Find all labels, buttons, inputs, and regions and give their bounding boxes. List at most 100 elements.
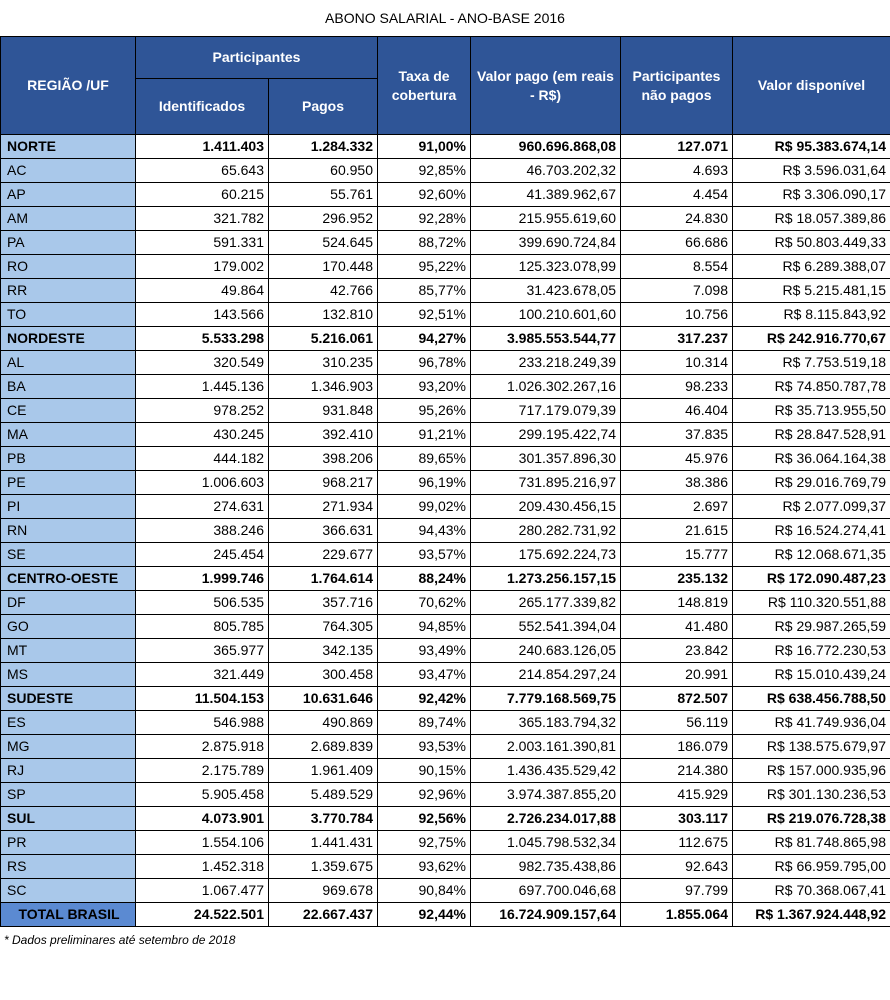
cell: 175.692.224,73 [470,542,621,567]
cell: 235.132 [620,566,733,591]
cell: 90,84% [377,878,471,903]
cell: 89,65% [377,446,471,471]
cell: 764.305 [268,614,378,639]
cell: R$ 16.772.230,53 [732,638,890,663]
cell: 49.864 [135,278,269,303]
cell: 968.217 [268,470,378,495]
cell: 5.489.529 [268,782,378,807]
table-row: SUDESTE 11.504.153 10.631.646 92,42% 7.779.1… [0,686,890,711]
cell: R$ 66.959.795,00 [732,854,890,879]
cell: 1.445.136 [135,374,269,399]
cell: 100.210.601,60 [470,302,621,327]
row-label: PE [0,470,136,495]
cell: 969.678 [268,878,378,903]
cell: R$ 95.383.674,14 [732,134,890,159]
row-label: AP [0,182,136,207]
table-row: AC 65.643 60.950 92,85% 46.703.202,32 4.693 R$… [0,158,890,183]
cell: R$ 157.000.935,96 [732,758,890,783]
cell: R$ 3.306.090,17 [732,182,890,207]
table-row: RO 179.002 170.448 95,22% 125.323.078,99 8.55… [0,254,890,279]
cell: 4.073.901 [135,806,269,831]
table-row: BA 1.445.136 1.346.903 93,20% 1.026.302.267,… [0,374,890,399]
table-row: RN 388.246 366.631 94,43% 280.282.731,92 21.6… [0,518,890,543]
row-label: PB [0,446,136,471]
header-cell: Pagos [268,78,378,135]
cell: R$ 28.847.528,91 [732,422,890,447]
cell: 271.934 [268,494,378,519]
table-row: RS 1.452.318 1.359.675 93,62% 982.735.438,86… [0,854,890,879]
cell: 697.700.046,68 [470,878,621,903]
cell: 92,75% [377,830,471,855]
cell: 23.842 [620,638,733,663]
table-row: PI 274.631 271.934 99,02% 209.430.456,15 2.69… [0,494,890,519]
table-row: CE 978.252 931.848 95,26% 717.179.079,39 46.4… [0,398,890,423]
cell: 90,15% [377,758,471,783]
table-body: NORTE 1.411.403 1.284.332 91,00% 960.696.868… [0,134,890,927]
header-cell: Participantes [135,36,378,79]
header-cell: Valor disponível [732,36,890,135]
cell: 7.098 [620,278,733,303]
cell: 240.683.126,05 [470,638,621,663]
cell: 317.237 [620,326,733,351]
table-row: AP 60.215 55.761 92,60% 41.389.962,67 4.454 R$… [0,182,890,207]
cell: 1.554.106 [135,830,269,855]
cell: 2.689.839 [268,734,378,759]
cell: 931.848 [268,398,378,423]
cell: 274.631 [135,494,269,519]
row-label: RJ [0,758,136,783]
cell: R$ 15.010.439,24 [732,662,890,687]
cell: 365.977 [135,638,269,663]
cell: 303.117 [620,806,733,831]
cell: 214.854.297,24 [470,662,621,687]
cell: 92.643 [620,854,733,879]
cell: R$ 2.077.099,37 [732,494,890,519]
cell: 94,27% [377,326,471,351]
cell: 92,56% [377,806,471,831]
cell: R$ 81.748.865,98 [732,830,890,855]
cell: 1.273.256.157,15 [470,566,621,591]
cell: 89,74% [377,710,471,735]
cell: 66.686 [620,230,733,255]
cell: 2.175.789 [135,758,269,783]
table-row: AM 321.782 296.952 92,28% 215.955.619,60 24.8… [0,206,890,231]
cell: 357.716 [268,590,378,615]
footnote: * Dados preliminares até setembro de 201… [4,933,236,947]
cell: R$ 138.575.679,97 [732,734,890,759]
cell: 415.929 [620,782,733,807]
row-label: SUDESTE [0,686,136,711]
cell: R$ 35.713.955,50 [732,398,890,423]
cell: R$ 5.215.481,15 [732,278,890,303]
cell: 265.177.339,82 [470,590,621,615]
cell: 127.071 [620,134,733,159]
cell: 92,96% [377,782,471,807]
row-label: NORDESTE [0,326,136,351]
cell: R$ 12.068.671,35 [732,542,890,567]
cell: R$ 301.130.236,53 [732,782,890,807]
cell: 92,85% [377,158,471,183]
row-label: MS [0,662,136,687]
cell: 16.724.909.157,64 [470,902,621,927]
cell: 60.950 [268,158,378,183]
cell: 186.079 [620,734,733,759]
row-label: RR [0,278,136,303]
cell: 1.006.603 [135,470,269,495]
cell: 22.667.437 [268,902,378,927]
cell: R$ 219.076.728,38 [732,806,890,831]
cell: 872.507 [620,686,733,711]
cell: R$ 70.368.067,41 [732,878,890,903]
cell: 93,62% [377,854,471,879]
cell: 88,24% [377,566,471,591]
cell: 92,28% [377,206,471,231]
row-label: TO [0,302,136,327]
header-cell: Taxa de cobertura [377,36,471,135]
cell: 4.454 [620,182,733,207]
cell: 92,60% [377,182,471,207]
cell: R$ 50.803.449,33 [732,230,890,255]
table-row: AL 320.549 310.235 96,78% 233.218.249,39 10.3… [0,350,890,375]
cell: R$ 8.115.843,92 [732,302,890,327]
cell: 342.135 [268,638,378,663]
cell: 98.233 [620,374,733,399]
cell: 65.643 [135,158,269,183]
row-label: RN [0,518,136,543]
